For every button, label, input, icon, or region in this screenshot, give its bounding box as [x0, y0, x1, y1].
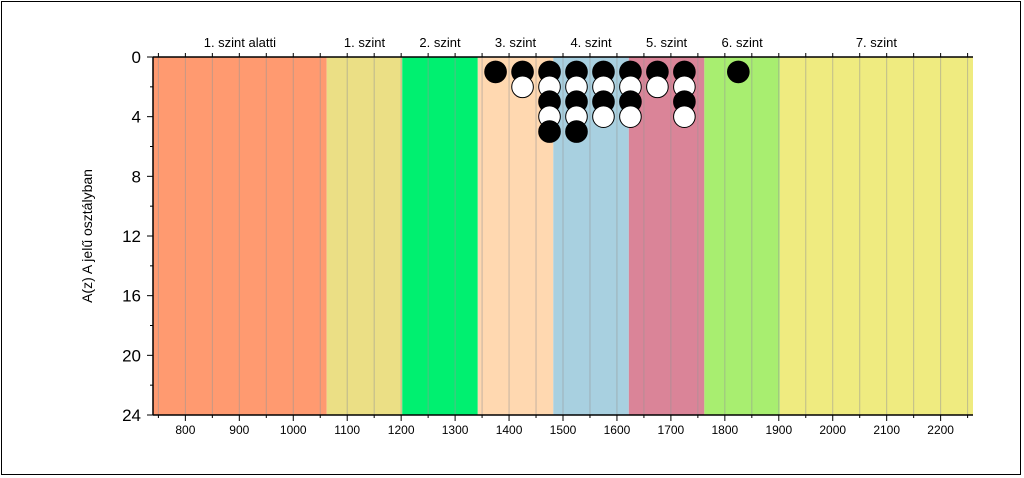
x-tick-label: 1100	[334, 423, 360, 437]
data-point	[565, 120, 588, 143]
x-tick-label: 2000	[819, 423, 846, 437]
y-tick-label: 24	[122, 406, 141, 425]
band-2	[326, 57, 403, 415]
x-tick-label: 1900	[765, 423, 792, 437]
x-tick-label: 800	[175, 423, 195, 437]
data-point	[673, 105, 696, 128]
x-tick-label: 1300	[442, 423, 469, 437]
y-tick-label: 16	[122, 287, 141, 306]
x-tick-label: 1200	[388, 423, 415, 437]
band-label-1: 1. szint alatti	[204, 35, 276, 50]
x-tick-label: 1700	[658, 423, 685, 437]
band-3	[402, 57, 478, 415]
band-label-5: 4. szint	[570, 35, 612, 50]
band-label-7: 6. szint	[722, 35, 764, 50]
y-tick-label: 8	[132, 167, 141, 186]
data-point	[484, 60, 507, 84]
band-7	[704, 57, 780, 415]
x-tick-label: 1400	[496, 423, 523, 437]
y-axis-title: A(z) A jelű osztályban	[79, 169, 95, 303]
data-point	[727, 60, 750, 84]
y-tick-label: 20	[122, 346, 141, 365]
band-label-3: 2. szint	[419, 35, 461, 50]
x-tick-label: 2100	[873, 423, 900, 437]
x-tick-label: 2200	[927, 423, 954, 437]
data-point	[511, 75, 534, 99]
y-tick-label: 0	[132, 48, 141, 67]
y-tick-label: 12	[122, 227, 141, 246]
band-label-2: 1. szint	[344, 35, 386, 50]
band-label-4: 3. szint	[495, 35, 537, 50]
data-point	[646, 75, 669, 99]
band-8	[779, 57, 973, 415]
band-label-8: 7. szint	[856, 35, 898, 50]
x-tick-label: 900	[229, 423, 249, 437]
data-point	[592, 105, 615, 128]
data-point	[538, 120, 561, 143]
data-point	[619, 105, 642, 128]
x-tick-label: 1600	[604, 423, 631, 437]
band-1	[153, 57, 327, 415]
x-tick-label: 1000	[280, 423, 307, 437]
band-label-6: 5. szint	[646, 35, 688, 50]
band-5	[553, 57, 629, 415]
x-tick-label: 1800	[711, 423, 738, 437]
y-tick-label: 4	[132, 108, 141, 127]
x-tick-label: 1500	[550, 423, 577, 437]
